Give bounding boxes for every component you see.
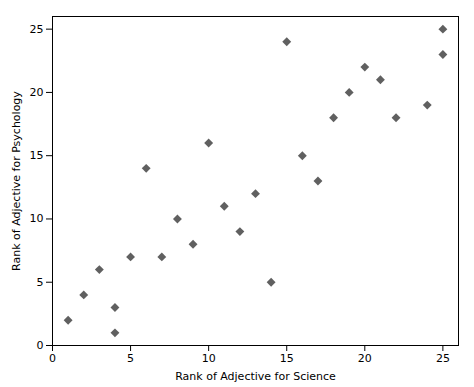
svg-text:10: 10 xyxy=(202,352,216,365)
svg-text:20: 20 xyxy=(358,352,372,365)
svg-text:10: 10 xyxy=(30,212,44,225)
svg-text:25: 25 xyxy=(436,352,450,365)
svg-text:15: 15 xyxy=(280,352,294,365)
svg-text:20: 20 xyxy=(30,86,44,99)
svg-text:0: 0 xyxy=(49,352,56,365)
svg-text:5: 5 xyxy=(127,352,134,365)
svg-text:Rank of Adjective for Psycholo: Rank of Adjective for Psychology xyxy=(10,91,23,271)
svg-text:5: 5 xyxy=(37,276,44,289)
svg-text:25: 25 xyxy=(30,23,44,36)
svg-text:Rank of Adjective for Science: Rank of Adjective for Science xyxy=(175,370,336,383)
svg-text:15: 15 xyxy=(30,149,44,162)
svg-text:0: 0 xyxy=(37,339,44,352)
